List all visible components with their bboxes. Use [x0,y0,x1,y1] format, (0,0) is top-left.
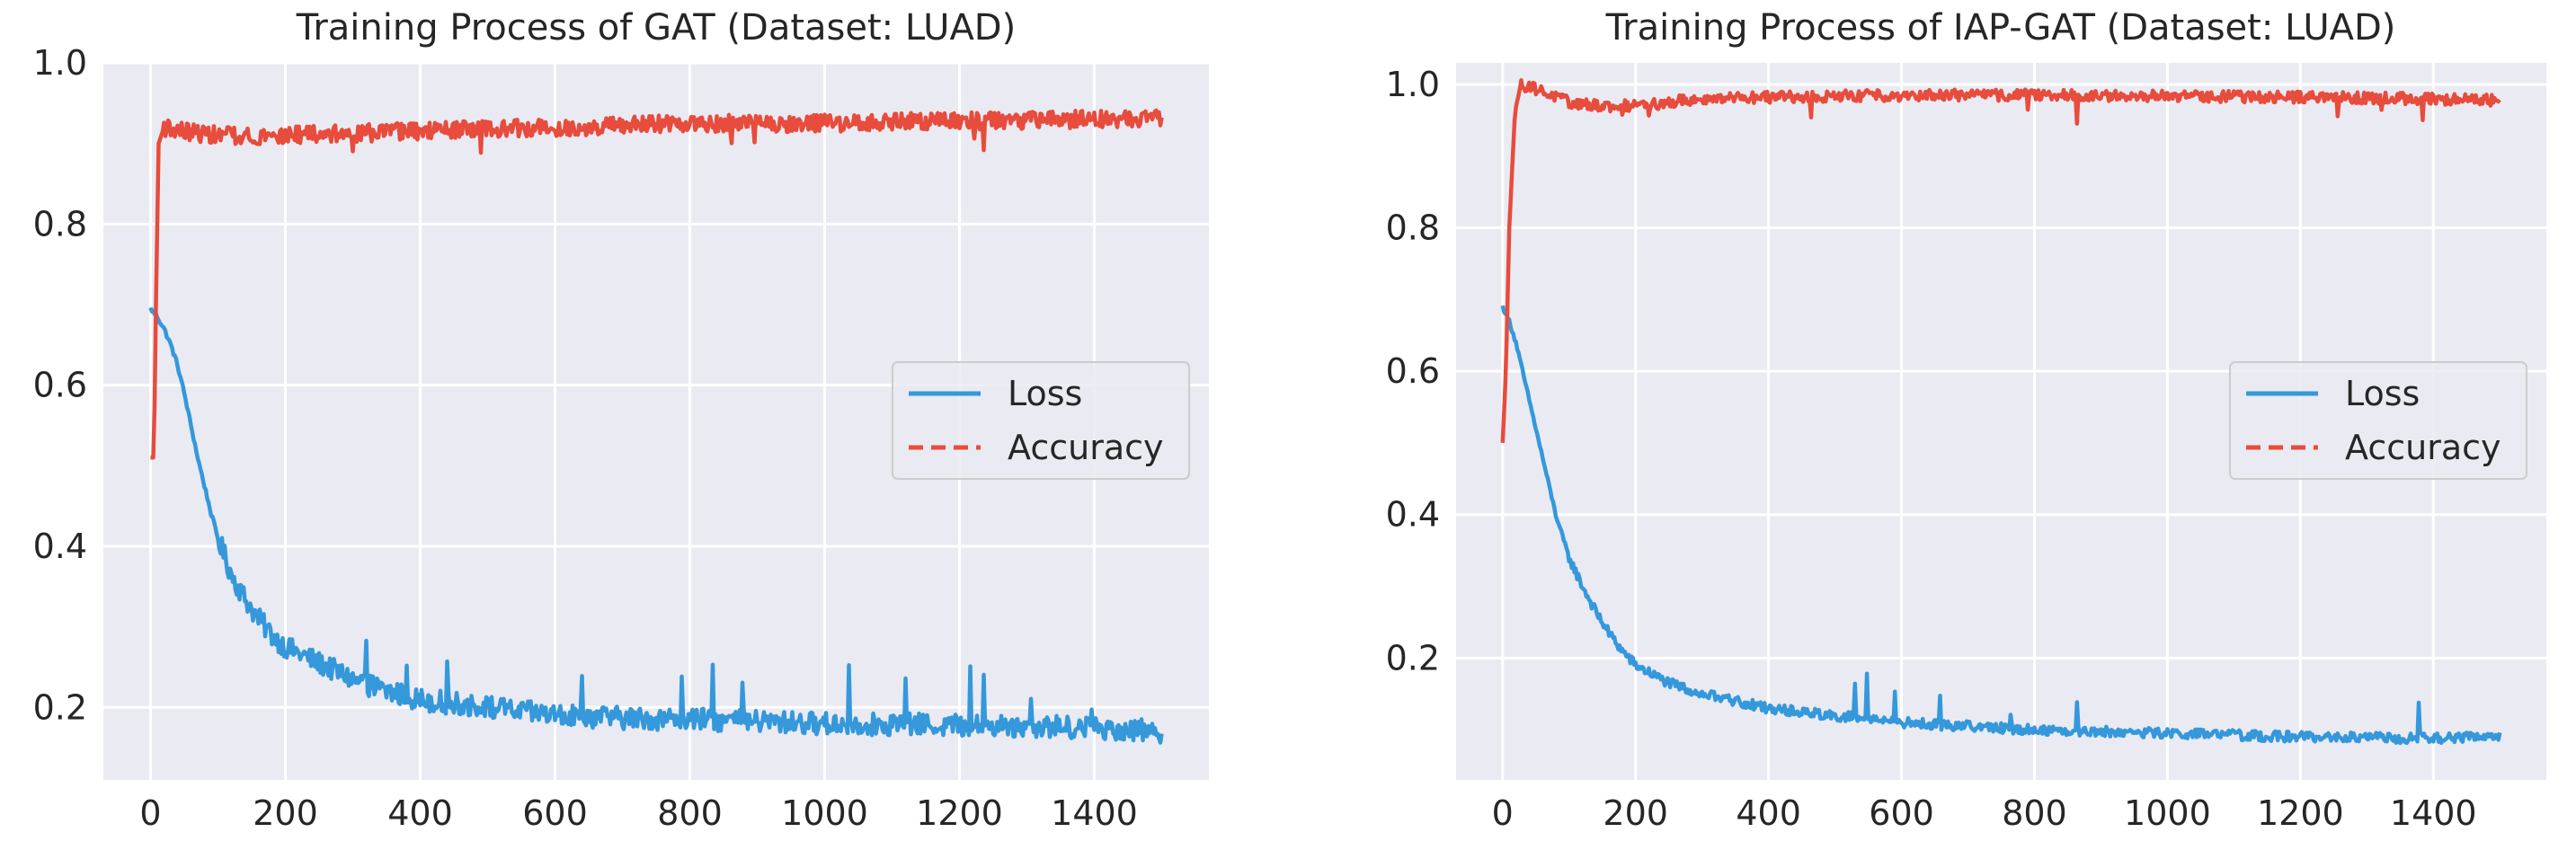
y-tick-label: 0.2 [33,687,87,727]
legend-label-accuracy: Accuracy [1008,428,1164,467]
legend: Loss Accuracy [2229,361,2527,480]
x-tick-label: 0 [1492,793,1514,833]
series-line-loss [1500,305,2502,746]
y-tick-label: 0.4 [1386,495,1440,535]
y-tick-label: 0.2 [1386,638,1440,677]
x-tick-label: 1200 [916,793,1003,833]
legend-label-accuracy: Accuracy [2345,428,2501,467]
y-tick-label: 1.0 [33,43,87,83]
series-line-accuracy [149,108,1164,460]
legend-label-loss: Loss [2345,374,2420,413]
chart-iap-gat: 0 200 400 600 800 1000 1200 1400 0.2 0.4 0.6 0.8 1.0… [1386,7,2546,833]
y-tick-label: 0.8 [33,204,87,244]
x-tick-label: 1400 [1051,793,1138,833]
legend: Loss Accuracy [892,361,1190,480]
x-tick-label: 200 [1603,793,1668,833]
x-tick-label: 1400 [2390,793,2477,833]
x-tick-label: 400 [387,793,453,833]
y-tick-label: 0.6 [1386,351,1440,391]
x-tick-label: 0 [139,793,161,833]
legend-label-loss: Loss [1008,374,1082,413]
x-tick-label: 200 [253,793,318,833]
series-line-loss [148,306,1164,745]
y-tick-label: 0.4 [33,527,87,566]
y-tick-label: 0.6 [33,366,87,405]
chart-title: Training Process of IAP-GAT (Dataset: LU… [1605,7,2396,49]
y-tick-label: 0.8 [1386,208,1440,248]
x-tick-label: 800 [657,793,723,833]
x-tick-label: 1000 [2124,793,2211,833]
x-tick-label: 600 [1869,793,1934,833]
x-tick-label: 600 [522,793,588,833]
y-tick-label: 1.0 [1386,65,1440,104]
x-tick-label: 800 [2002,793,2067,833]
chart-title: Training Process of GAT (Dataset: LUAD) [296,7,1016,49]
series-line-accuracy [1500,78,2501,444]
x-tick-label: 400 [1736,793,1801,833]
chart-gat: 0 200 400 600 800 1000 1200 1400 0.2 0.4 0.6 0.8 1.0… [33,7,1209,833]
x-tick-label: 1000 [781,793,868,833]
x-tick-label: 1200 [2257,793,2344,833]
